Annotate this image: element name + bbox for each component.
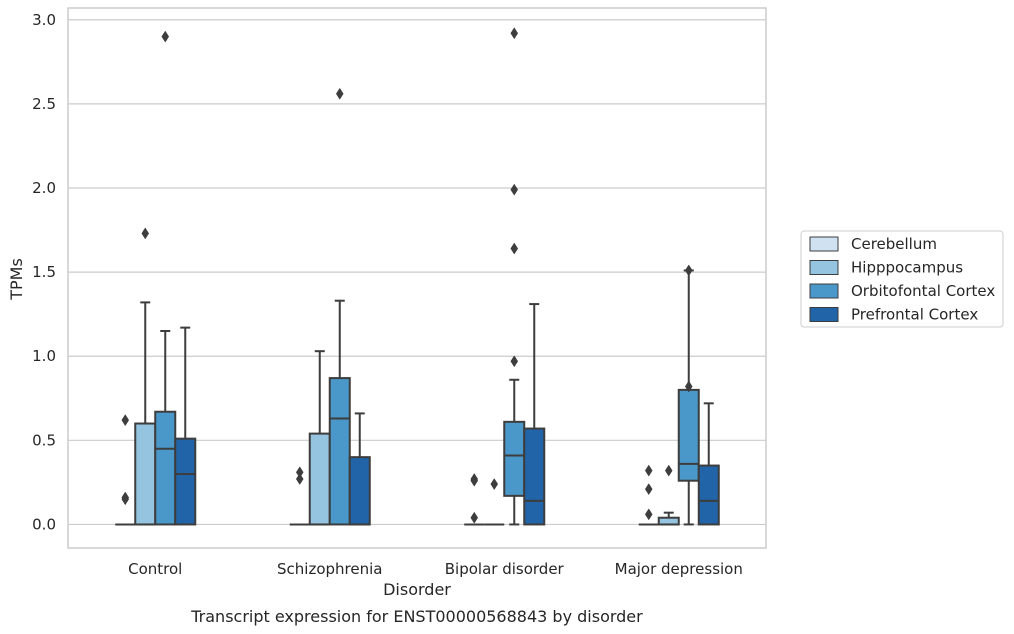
legend-swatch (809, 283, 839, 299)
box (308, 432, 331, 526)
outlier-point (664, 464, 673, 477)
box (348, 456, 371, 526)
box-group (638, 464, 659, 526)
x-tick-label: Major depression (615, 560, 743, 578)
legend: Cerebellum Hipppocampus Orbitofontal Corte… (800, 230, 1004, 328)
outlier-point (684, 264, 693, 277)
outlier-point (510, 27, 519, 40)
legend-label: Orbitofontal Cortex (851, 282, 995, 300)
outlier-point (644, 464, 653, 477)
x-tick-label: Control (128, 560, 182, 578)
boxes (115, 27, 720, 526)
plot-frame (67, 7, 767, 549)
x-tick-label: Schizophrenia (277, 560, 382, 578)
legend-swatch (809, 307, 839, 322)
box-group (154, 30, 177, 526)
box-group (697, 402, 720, 526)
legend-frame (800, 230, 1004, 328)
legend-swatch (809, 260, 839, 275)
box-group (523, 303, 546, 526)
y-tick-label: 3.0 (32, 11, 56, 29)
outlier-point (161, 30, 170, 43)
chart-title: Transcript expression for ENST0000056884… (190, 607, 643, 626)
legend-label: Hipppocampus (851, 259, 963, 277)
box-group (657, 464, 680, 526)
outlier-point (470, 474, 479, 487)
box (328, 377, 351, 526)
box-group (308, 350, 331, 526)
y-tick-label: 1.0 (32, 347, 56, 365)
outlier-point (510, 183, 519, 196)
box (523, 427, 546, 526)
legend-swatch (809, 236, 839, 252)
legend-label: Prefrontal Cortex (851, 306, 978, 324)
x-axis-ticks: Control Schizophrenia Bipolar disorder Majo… (128, 560, 743, 578)
box-group (348, 412, 371, 526)
box (657, 516, 680, 526)
box-group (503, 27, 526, 526)
outlier-point (121, 414, 130, 427)
box (677, 388, 700, 482)
y-tick-label: 1.5 (32, 263, 56, 281)
box-group (134, 227, 157, 526)
legend-label: Cerebellum (851, 235, 937, 253)
box-group (328, 87, 351, 526)
box-group (484, 478, 505, 526)
y-axis-ticks: 0.0 0.5 1.0 1.5 2.0 2.5 3.0 (32, 11, 56, 534)
outlier-point (121, 493, 130, 506)
outlier-point (141, 227, 150, 240)
x-axis-title: Disorder (383, 580, 451, 599)
y-tick-label: 2.5 (32, 95, 56, 113)
x-tick-label: Bipolar disorder (445, 560, 565, 578)
outlier-point (510, 242, 519, 255)
outlier-point (644, 508, 653, 521)
box-group (464, 473, 485, 526)
outlier-point (295, 473, 304, 485)
outlier-point (684, 380, 693, 393)
outlier-point (470, 511, 479, 524)
box-group (677, 264, 700, 526)
y-tick-label: 0.0 (32, 515, 56, 533)
outlier-point (510, 355, 519, 368)
box-group (115, 414, 136, 526)
box (503, 420, 526, 497)
box-group (174, 326, 197, 526)
outlier-point (644, 483, 653, 496)
box (174, 437, 197, 526)
y-tick-label: 0.5 (32, 431, 56, 449)
box (697, 464, 720, 526)
y-axis-title: TPMs (7, 258, 26, 301)
outlier-point (335, 87, 344, 100)
outlier-point (490, 478, 499, 491)
box (154, 410, 177, 526)
y-tick-label: 2.0 (32, 179, 56, 197)
box (134, 422, 157, 526)
box-group (289, 466, 310, 526)
